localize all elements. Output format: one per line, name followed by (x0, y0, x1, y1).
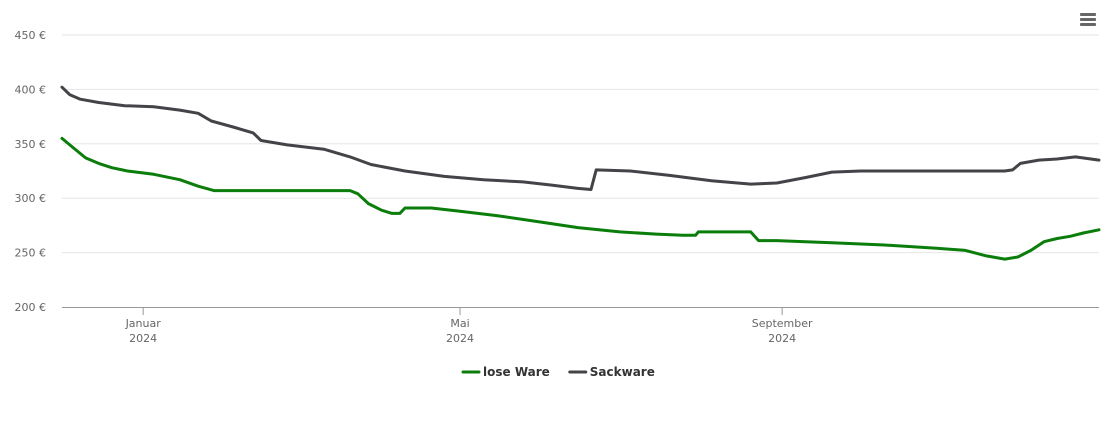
x-tick-label: Mai (450, 317, 469, 330)
x-tick-year: 2024 (446, 332, 474, 345)
y-tick-label: 450 € (15, 29, 47, 42)
series-lines (60, 85, 1101, 261)
x-axis-ticks: Januar 2024 Mai 2024 September 2024 (125, 307, 813, 345)
x-tick-year: 2024 (768, 332, 796, 345)
y-tick-label: 200 € (15, 301, 47, 314)
legend-item-sackware[interactable]: Sackware (568, 365, 655, 379)
menu-bar (1080, 18, 1096, 21)
legend-item-lose-ware[interactable]: lose Ware (461, 365, 550, 379)
series-line-lose-ware (60, 136, 1101, 261)
x-tick-label: Januar (125, 317, 162, 330)
x-tick-label: September (752, 317, 813, 330)
y-tick-label: 250 € (15, 247, 47, 260)
legend[interactable]: lose Ware Sackware (461, 365, 655, 379)
menu-bar (1080, 13, 1096, 16)
y-tick-label: 300 € (15, 192, 47, 205)
menu-bar (1080, 23, 1096, 26)
legend-label: lose Ware (483, 365, 550, 379)
grid-lines (62, 34, 1099, 254)
y-axis-ticks: 200 € 250 € 300 € 350 € 400 € 450 € (15, 29, 47, 314)
x-tick-year: 2024 (129, 332, 157, 345)
series-line-sackware (60, 85, 1101, 191)
hamburger-menu-icon[interactable] (1076, 11, 1100, 33)
y-tick-label: 400 € (15, 83, 47, 96)
y-tick-label: 350 € (15, 138, 47, 151)
legend-label: Sackware (590, 365, 655, 379)
